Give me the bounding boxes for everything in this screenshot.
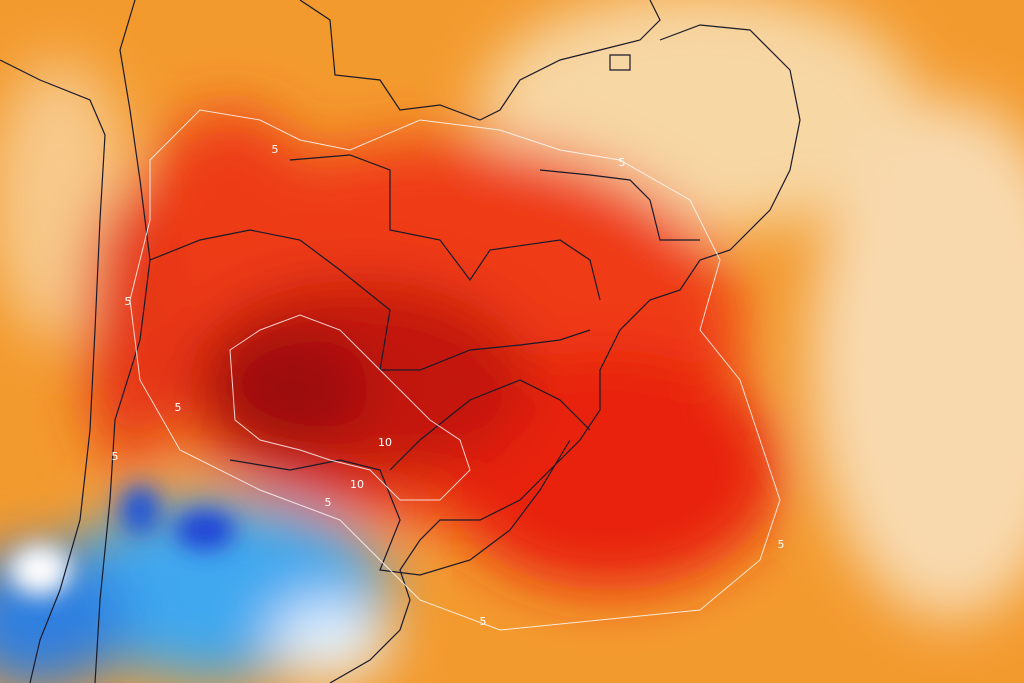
contour-label: 5 — [619, 156, 626, 169]
borders — [0, 0, 801, 683]
contour-label: 5 — [125, 295, 132, 308]
contour-label: 10 — [350, 478, 364, 491]
contour-label: 5 — [175, 401, 182, 414]
contour-label: 5 — [778, 538, 785, 551]
contours — [129, 109, 781, 631]
contour-label: 5 — [272, 143, 279, 156]
contour-label: 5 — [480, 615, 487, 628]
contour-label: 10 — [378, 436, 392, 449]
contour-label: 5 — [112, 450, 119, 463]
contour-label: 5 — [325, 496, 332, 509]
